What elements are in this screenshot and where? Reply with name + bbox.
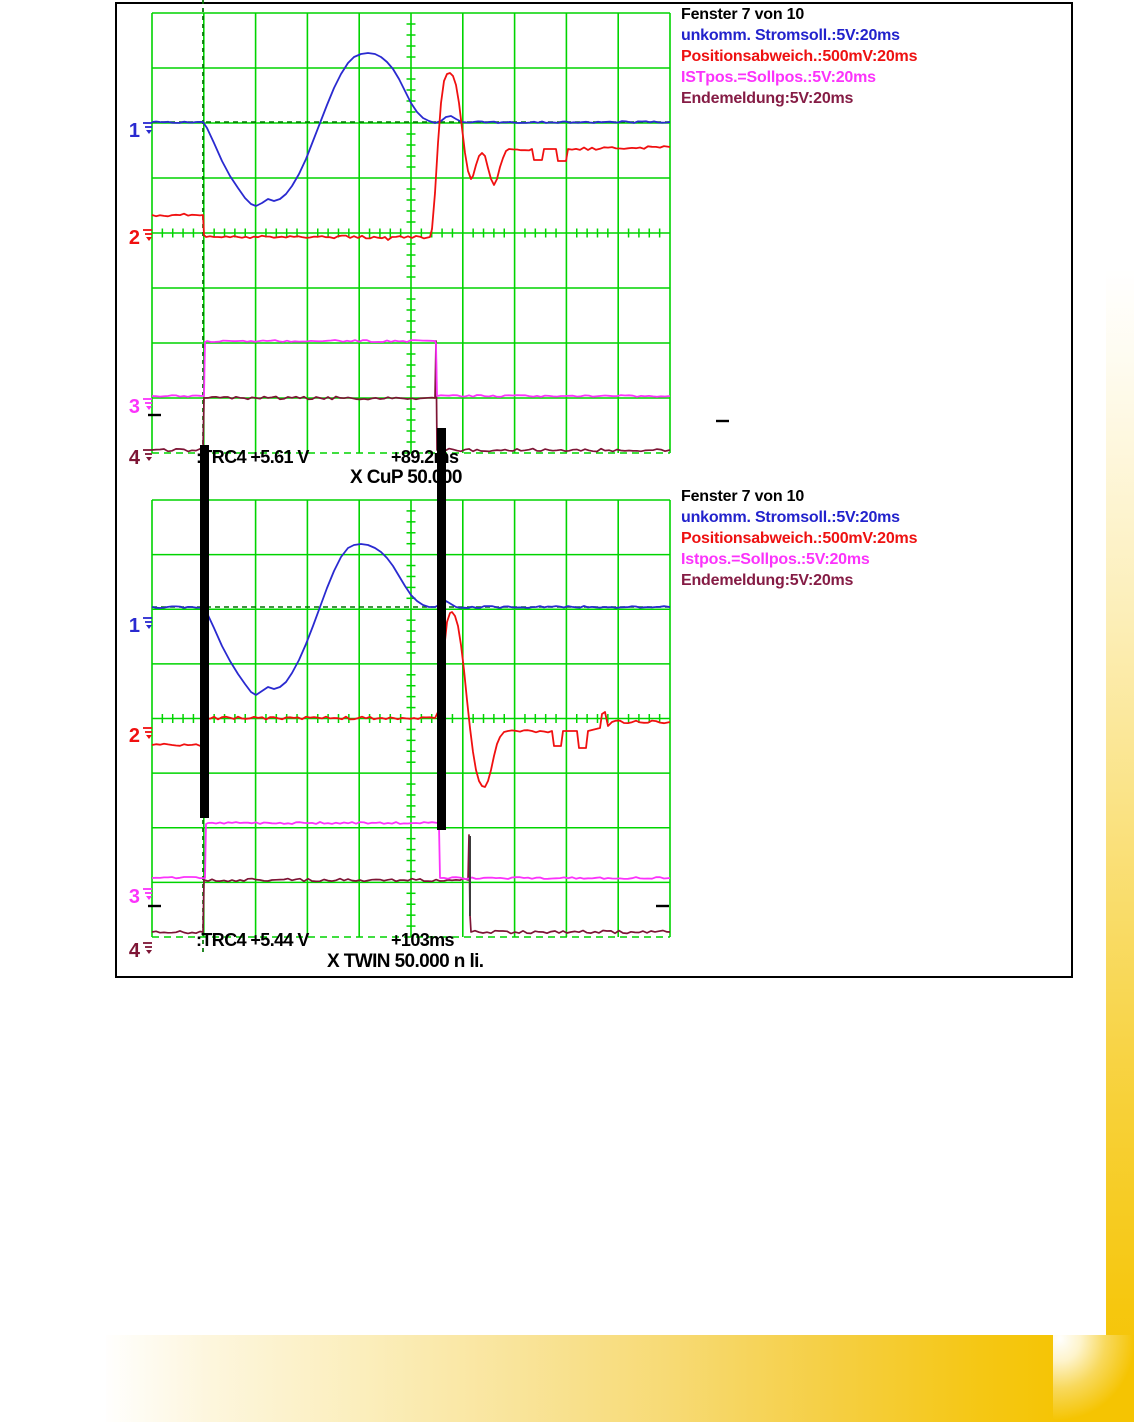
channel-marker-icon	[143, 229, 152, 241]
figure-frame	[115, 2, 1073, 978]
channel-number: 3	[129, 886, 140, 908]
trace-unkomm-stromsoll	[151, 52, 671, 207]
legend-line: Endemeldung:5V:20ms	[681, 572, 854, 589]
scope2-time-readout: +103ms	[391, 930, 455, 950]
channel-number: 1	[129, 120, 140, 142]
marker-arrow	[146, 950, 152, 954]
legend-line: Fenster 7 von 10	[681, 488, 805, 505]
trace-istpos-sollpos	[151, 821, 671, 880]
trace-positionsabweich	[151, 611, 671, 788]
scope-1: 1 2 3 4	[129, 0, 729, 469]
marker-arrow	[146, 237, 152, 241]
channel-number: 1	[129, 615, 140, 637]
legend-line: unkomm. Stromsoll.:5V:20ms	[681, 27, 900, 44]
channel-marker-icon	[143, 727, 152, 739]
scope2-legend: Fenster 7 von 10 unkomm. Stromsoll.:5V:20…	[681, 486, 981, 591]
channel-number: 2	[129, 725, 140, 747]
trace-istpos-sollpos	[151, 339, 671, 398]
scope-2: 1 2 3 4	[129, 499, 671, 962]
channel-marker-icon	[143, 398, 152, 410]
marker-arrow	[146, 625, 152, 629]
legend-line: Fenster 7 von 10	[681, 6, 805, 23]
channel-number: 4	[129, 940, 141, 962]
channel-number: 4	[129, 447, 141, 469]
legend-line: unkomm. Stromsoll.:5V:20ms	[681, 509, 900, 526]
scope1-time-readout: +89.2ms	[391, 447, 459, 467]
legend-line: ISTpos.=Sollpos.:5V:20ms	[681, 69, 876, 86]
measurement-cursor-bar	[437, 428, 446, 830]
trace-positionsabweich	[151, 72, 671, 241]
gold-bottom-bar-highlight	[1053, 1335, 1134, 1422]
channel-marker-icon	[143, 449, 152, 461]
channel-marker-icon	[143, 942, 152, 954]
gold-side-strip	[1106, 268, 1134, 1422]
marker-arrow	[146, 457, 152, 461]
legend-line: Positionsabweich.:500mV:20ms	[681, 48, 918, 65]
channel-marker-icon	[143, 617, 152, 629]
scope1-legend: Fenster 7 von 10 unkomm. Stromsoll.:5V:20…	[681, 4, 981, 109]
legend-line: Positionsabweich.:500mV:20ms	[681, 530, 918, 547]
marker-arrow	[146, 896, 152, 900]
legend-line: Istpos.=Sollpos.:5V:20ms	[681, 551, 870, 568]
channel-marker-icon	[143, 122, 152, 134]
scope2-caption: X TWIN 50.000 n li.	[327, 951, 484, 972]
trace-endemeldung	[151, 340, 671, 453]
marker-arrow	[146, 130, 152, 134]
gold-bottom-bar	[106, 1335, 1134, 1422]
marker-arrow	[146, 735, 152, 739]
channel-number: 3	[129, 396, 140, 418]
marker-arrow	[146, 406, 152, 410]
scope1-cursor-readout: :TRC4 +5.61 V	[196, 447, 309, 467]
legend-line: Endemeldung:5V:20ms	[681, 90, 854, 107]
channel-marker-icon	[143, 888, 152, 900]
trace-unkomm-stromsoll	[151, 543, 671, 696]
endemeldung-transition-mark	[469, 836, 471, 916]
trace-endemeldung	[151, 834, 671, 935]
measurement-cursor-bar	[200, 445, 209, 818]
channel-number: 2	[129, 227, 140, 249]
scope2-cursor-readout: :TRC4 +5.44 V	[196, 930, 309, 950]
scope1-caption: X CuP 50.000	[350, 467, 462, 488]
